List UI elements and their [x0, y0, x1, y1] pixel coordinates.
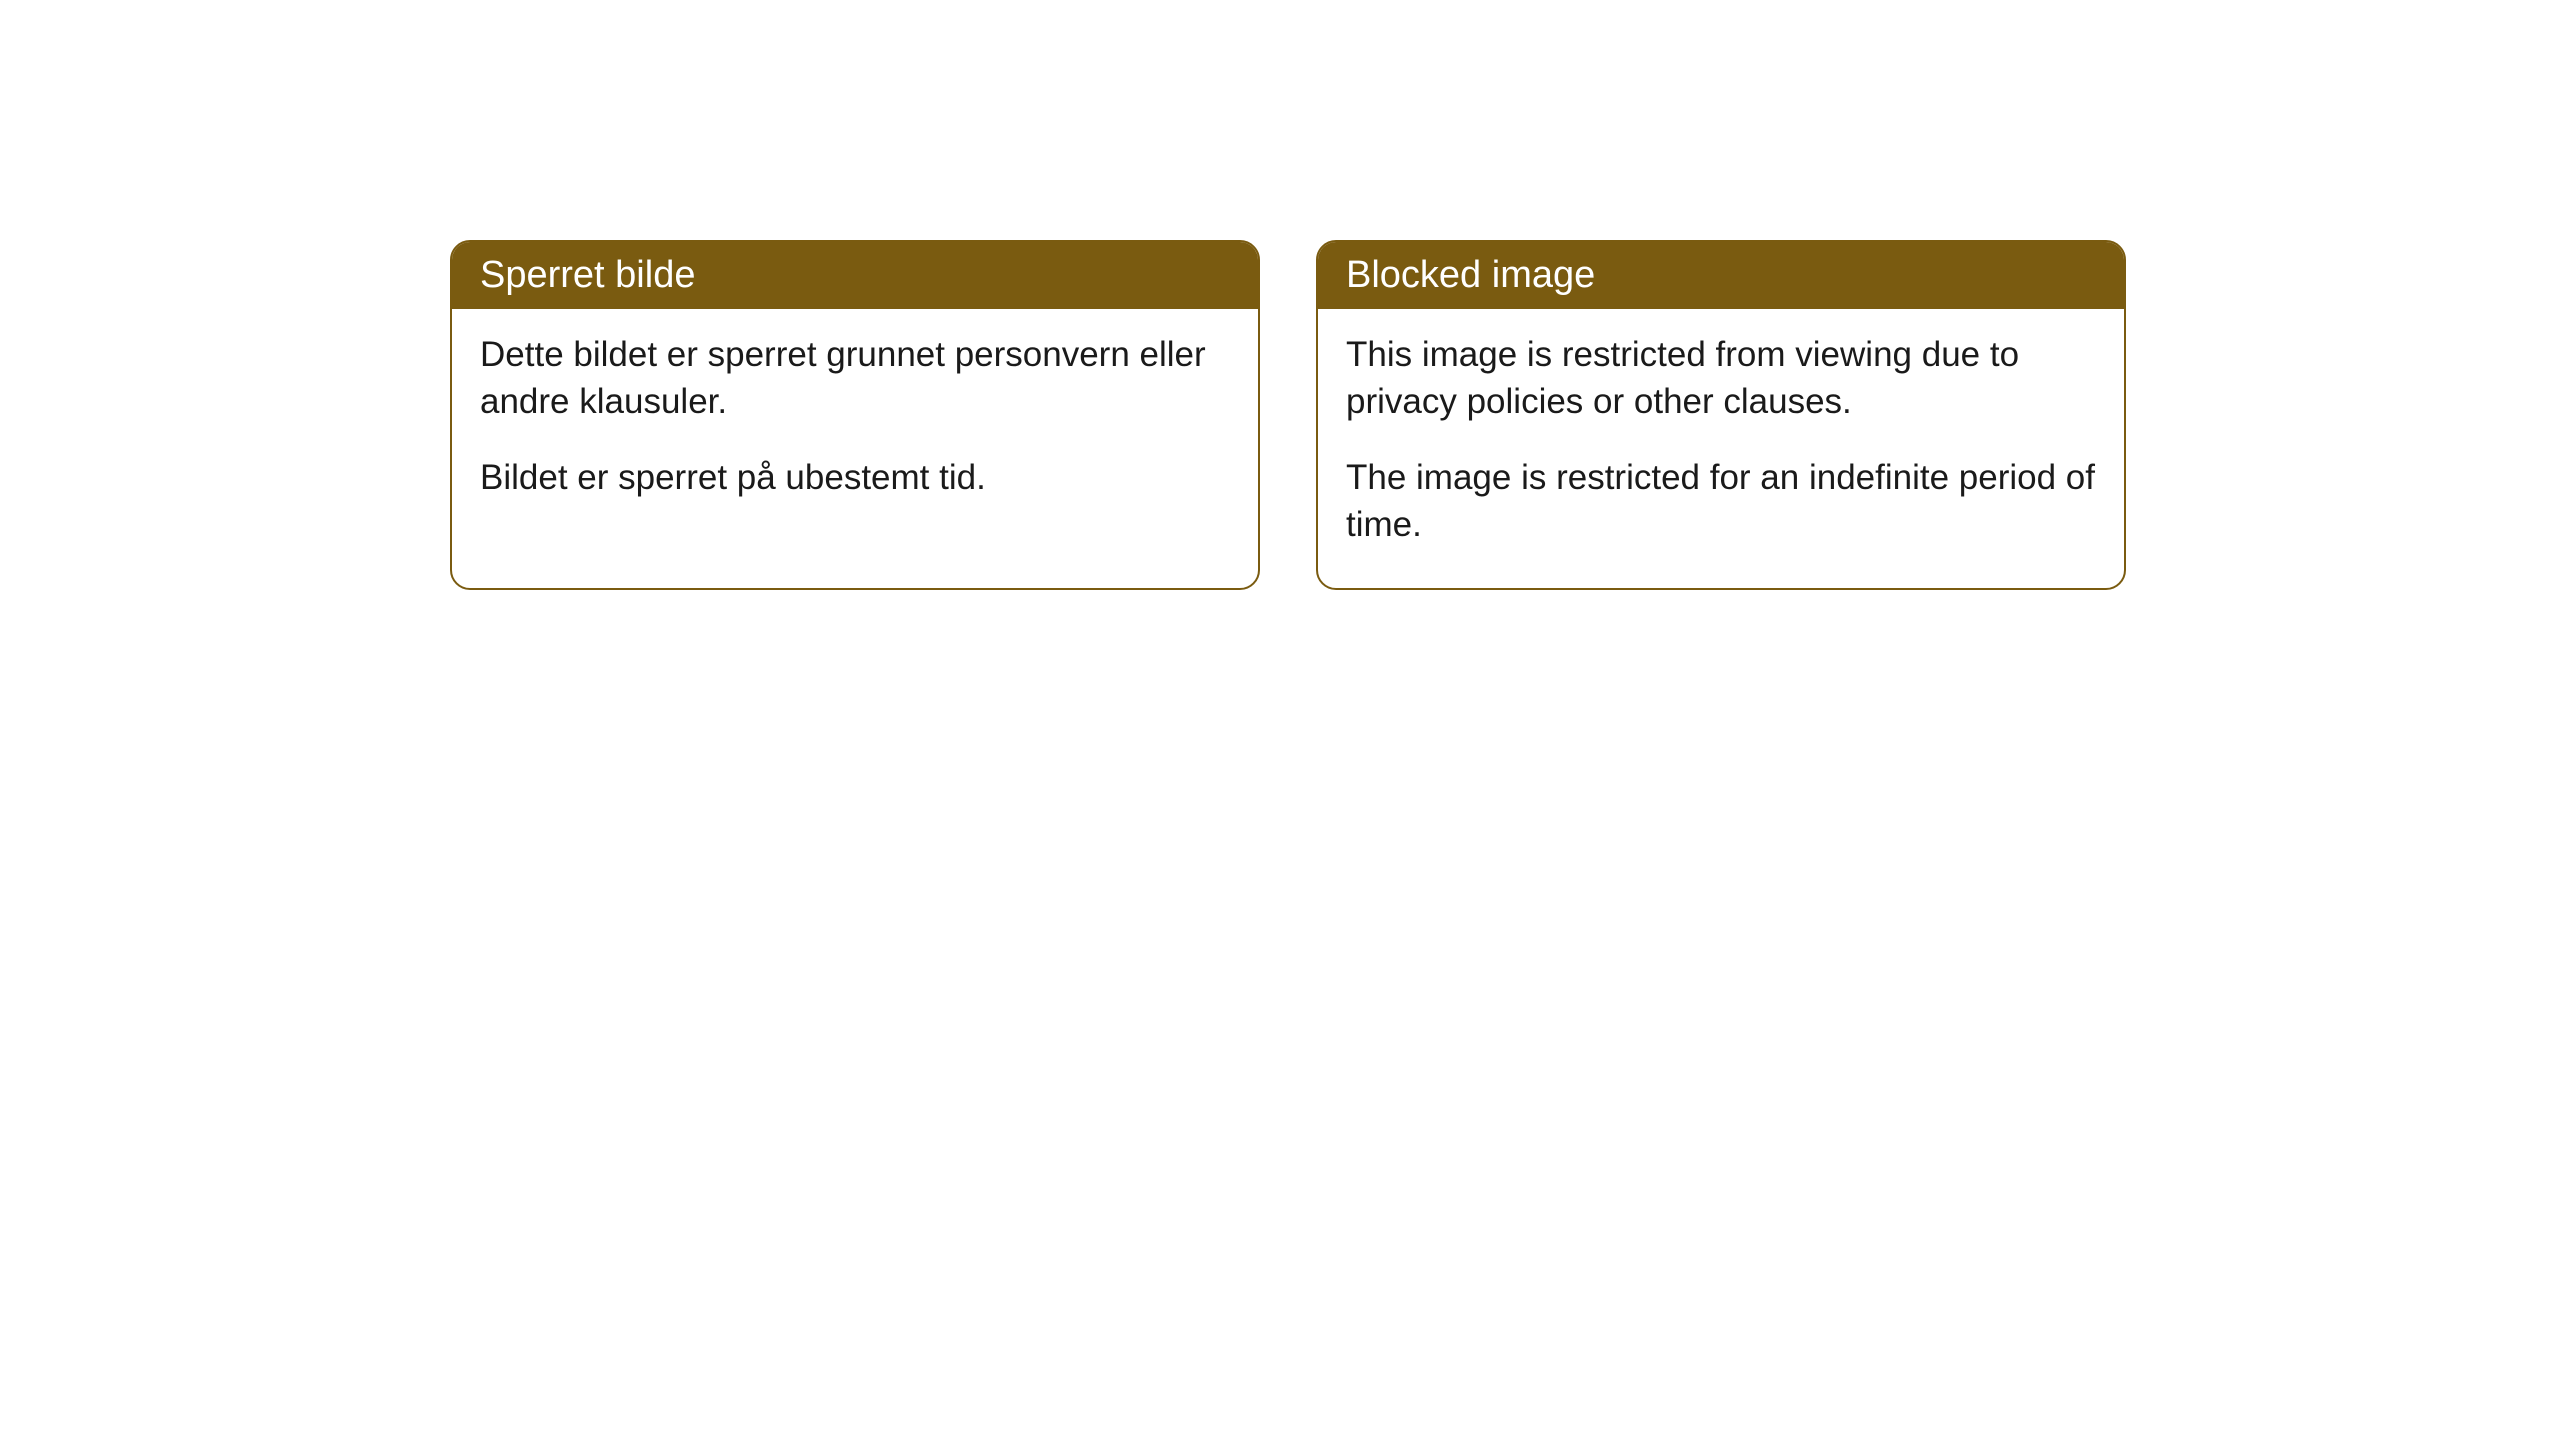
card-text-line1: This image is restricted from viewing du…	[1346, 331, 2096, 426]
card-english: Blocked image This image is restricted f…	[1316, 240, 2126, 590]
card-text-line2: Bildet er sperret på ubestemt tid.	[480, 454, 1230, 501]
card-text-line1: Dette bildet er sperret grunnet personve…	[480, 331, 1230, 426]
card-header-english: Blocked image	[1318, 242, 2124, 309]
cards-container: Sperret bilde Dette bildet er sperret gr…	[450, 240, 2126, 590]
card-text-line2: The image is restricted for an indefinit…	[1346, 454, 2096, 549]
card-norwegian: Sperret bilde Dette bildet er sperret gr…	[450, 240, 1260, 590]
card-body-norwegian: Dette bildet er sperret grunnet personve…	[452, 309, 1258, 541]
card-body-english: This image is restricted from viewing du…	[1318, 309, 2124, 588]
card-header-norwegian: Sperret bilde	[452, 242, 1258, 309]
